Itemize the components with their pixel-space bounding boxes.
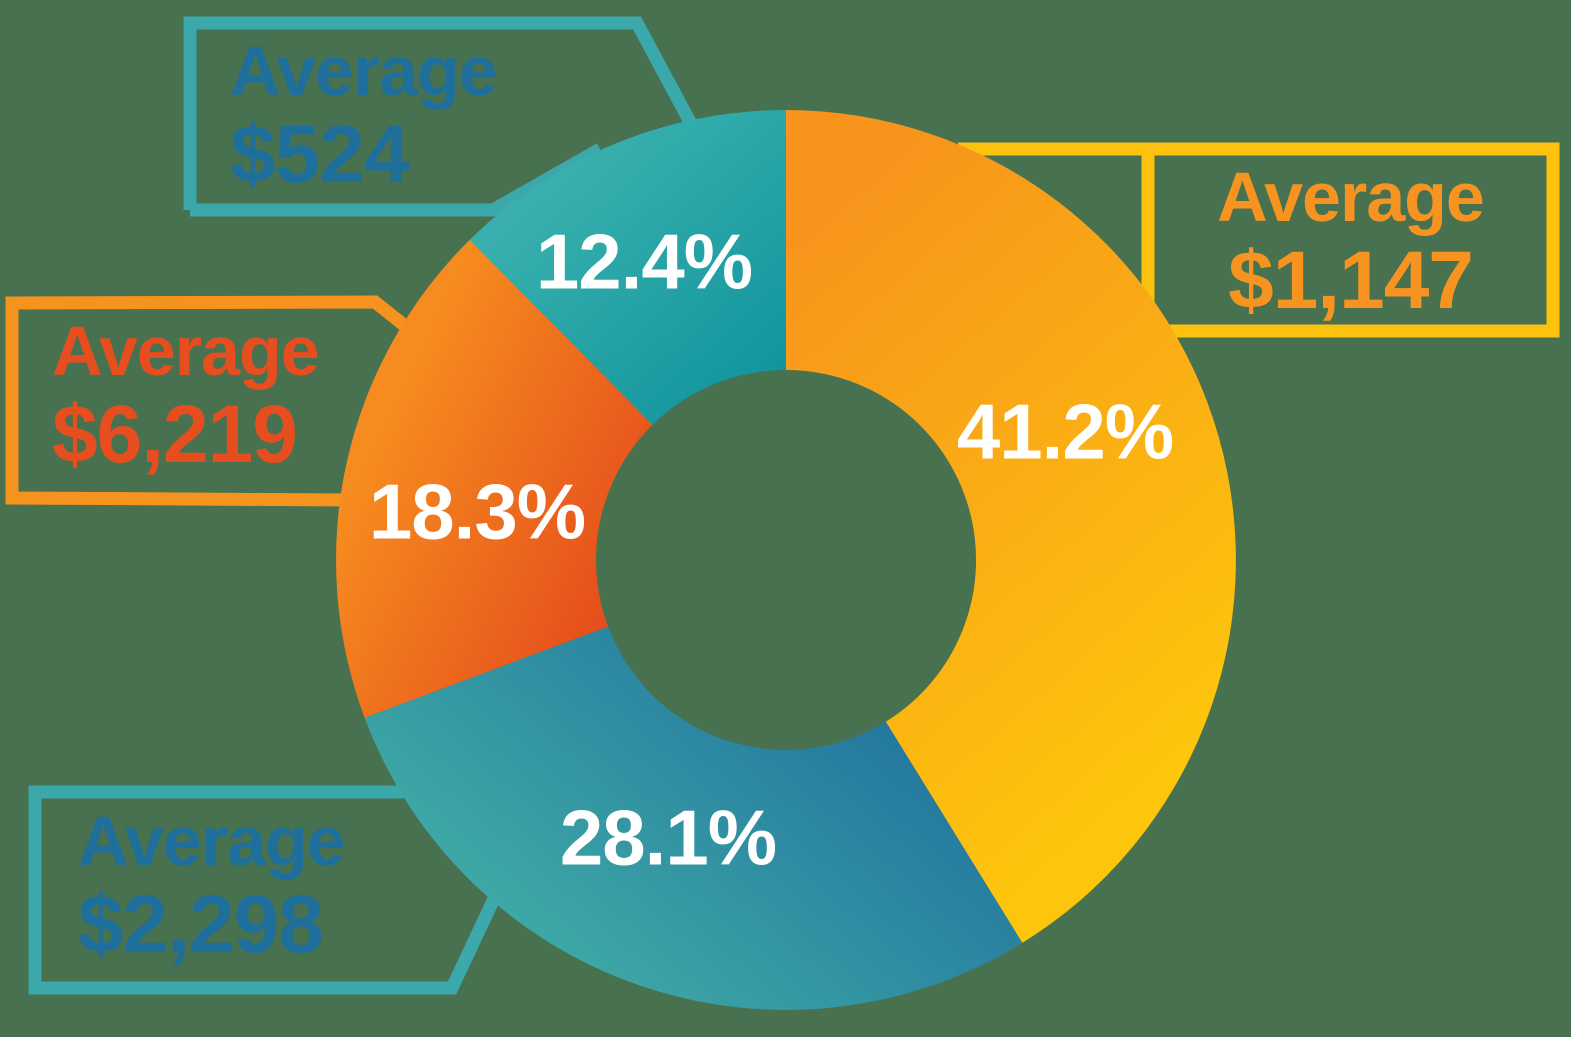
callout-outline-average-1147	[958, 142, 1560, 338]
donut-segment-4	[469, 109, 786, 425]
donut-segments	[336, 109, 1236, 1010]
donut-segment-1	[786, 110, 1236, 943]
donut-segment-3	[336, 239, 653, 718]
callout-outline-average-6219	[5, 295, 429, 507]
donut-segment-2	[364, 626, 1023, 1010]
